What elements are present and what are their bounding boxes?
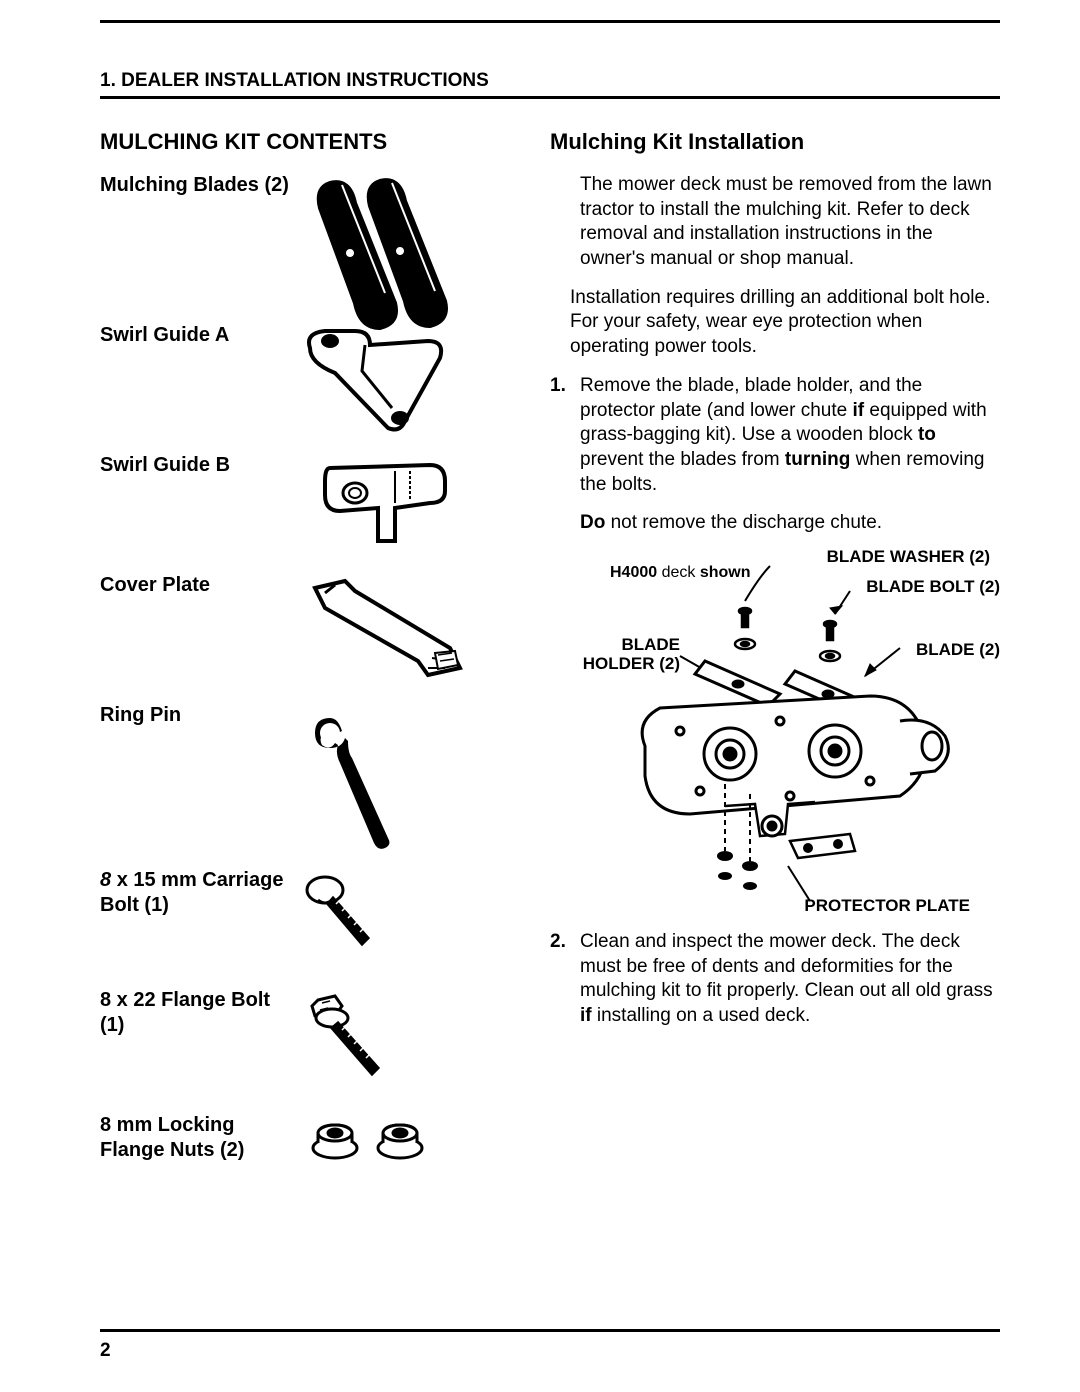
deck-diagram: H4000 deck shown BLADE WASHER (2) BLADE … xyxy=(550,546,1000,916)
kit-item-label: Swirl Guide B xyxy=(100,453,300,478)
step-1b-text: Do not remove the discharge chute. xyxy=(580,512,882,533)
intro-para-1: The mower deck must be removed from the … xyxy=(550,173,1000,272)
flange-nuts-icon xyxy=(300,1113,520,1163)
swirl-guide-b-icon xyxy=(300,453,520,553)
step-1: 1. Remove the blade, blade holder, and t… xyxy=(550,374,1000,536)
intro-para-2: Installation requires drilling an additi… xyxy=(550,286,1000,360)
step-number: 2. xyxy=(550,930,580,1029)
cover-plate-icon xyxy=(300,573,520,683)
carriage-bolt-icon xyxy=(300,868,520,958)
flange-bolt-icon xyxy=(300,988,520,1088)
section-header: 1. DEALER INSTALLATION INSTRUCTIONS xyxy=(100,70,1000,99)
mulching-blades-icon xyxy=(300,173,520,333)
kit-contents-title: MULCHING KIT CONTENTS xyxy=(100,129,520,155)
swirl-guide-a-icon xyxy=(300,323,520,443)
kit-item-label: 8 x 15 mm Carriage Bolt (1) xyxy=(100,868,300,918)
kit-contents-column: MULCHING KIT CONTENTS Mulching Blades (2… xyxy=(100,129,520,1183)
kit-item-label: 8 x 22 Flange Bolt (1) xyxy=(100,988,300,1038)
kit-item-label: Cover Plate xyxy=(100,573,300,598)
kit-item-label: Mulching Blades (2) xyxy=(100,173,300,198)
page-number: 2 xyxy=(100,1340,111,1362)
kit-item-label: Swirl Guide A xyxy=(100,323,300,348)
ring-pin-icon xyxy=(300,703,520,853)
kit-item-label: Ring Pin xyxy=(100,703,300,728)
step-2: 2. Clean and inspect the mower deck. The… xyxy=(550,930,1000,1029)
step-2-text: Clean and inspect the mower deck. The de… xyxy=(580,931,993,1026)
step-1-text: Remove the blade, blade holder, and the … xyxy=(580,375,987,495)
kit-item-label: 8 mm Locking Flange Nuts (2) xyxy=(100,1113,300,1163)
installation-column: Mulching Kit Installation The mower deck… xyxy=(540,129,1000,1183)
installation-title: Mulching Kit Installation xyxy=(550,129,1000,155)
step-number: 1. xyxy=(550,374,580,536)
